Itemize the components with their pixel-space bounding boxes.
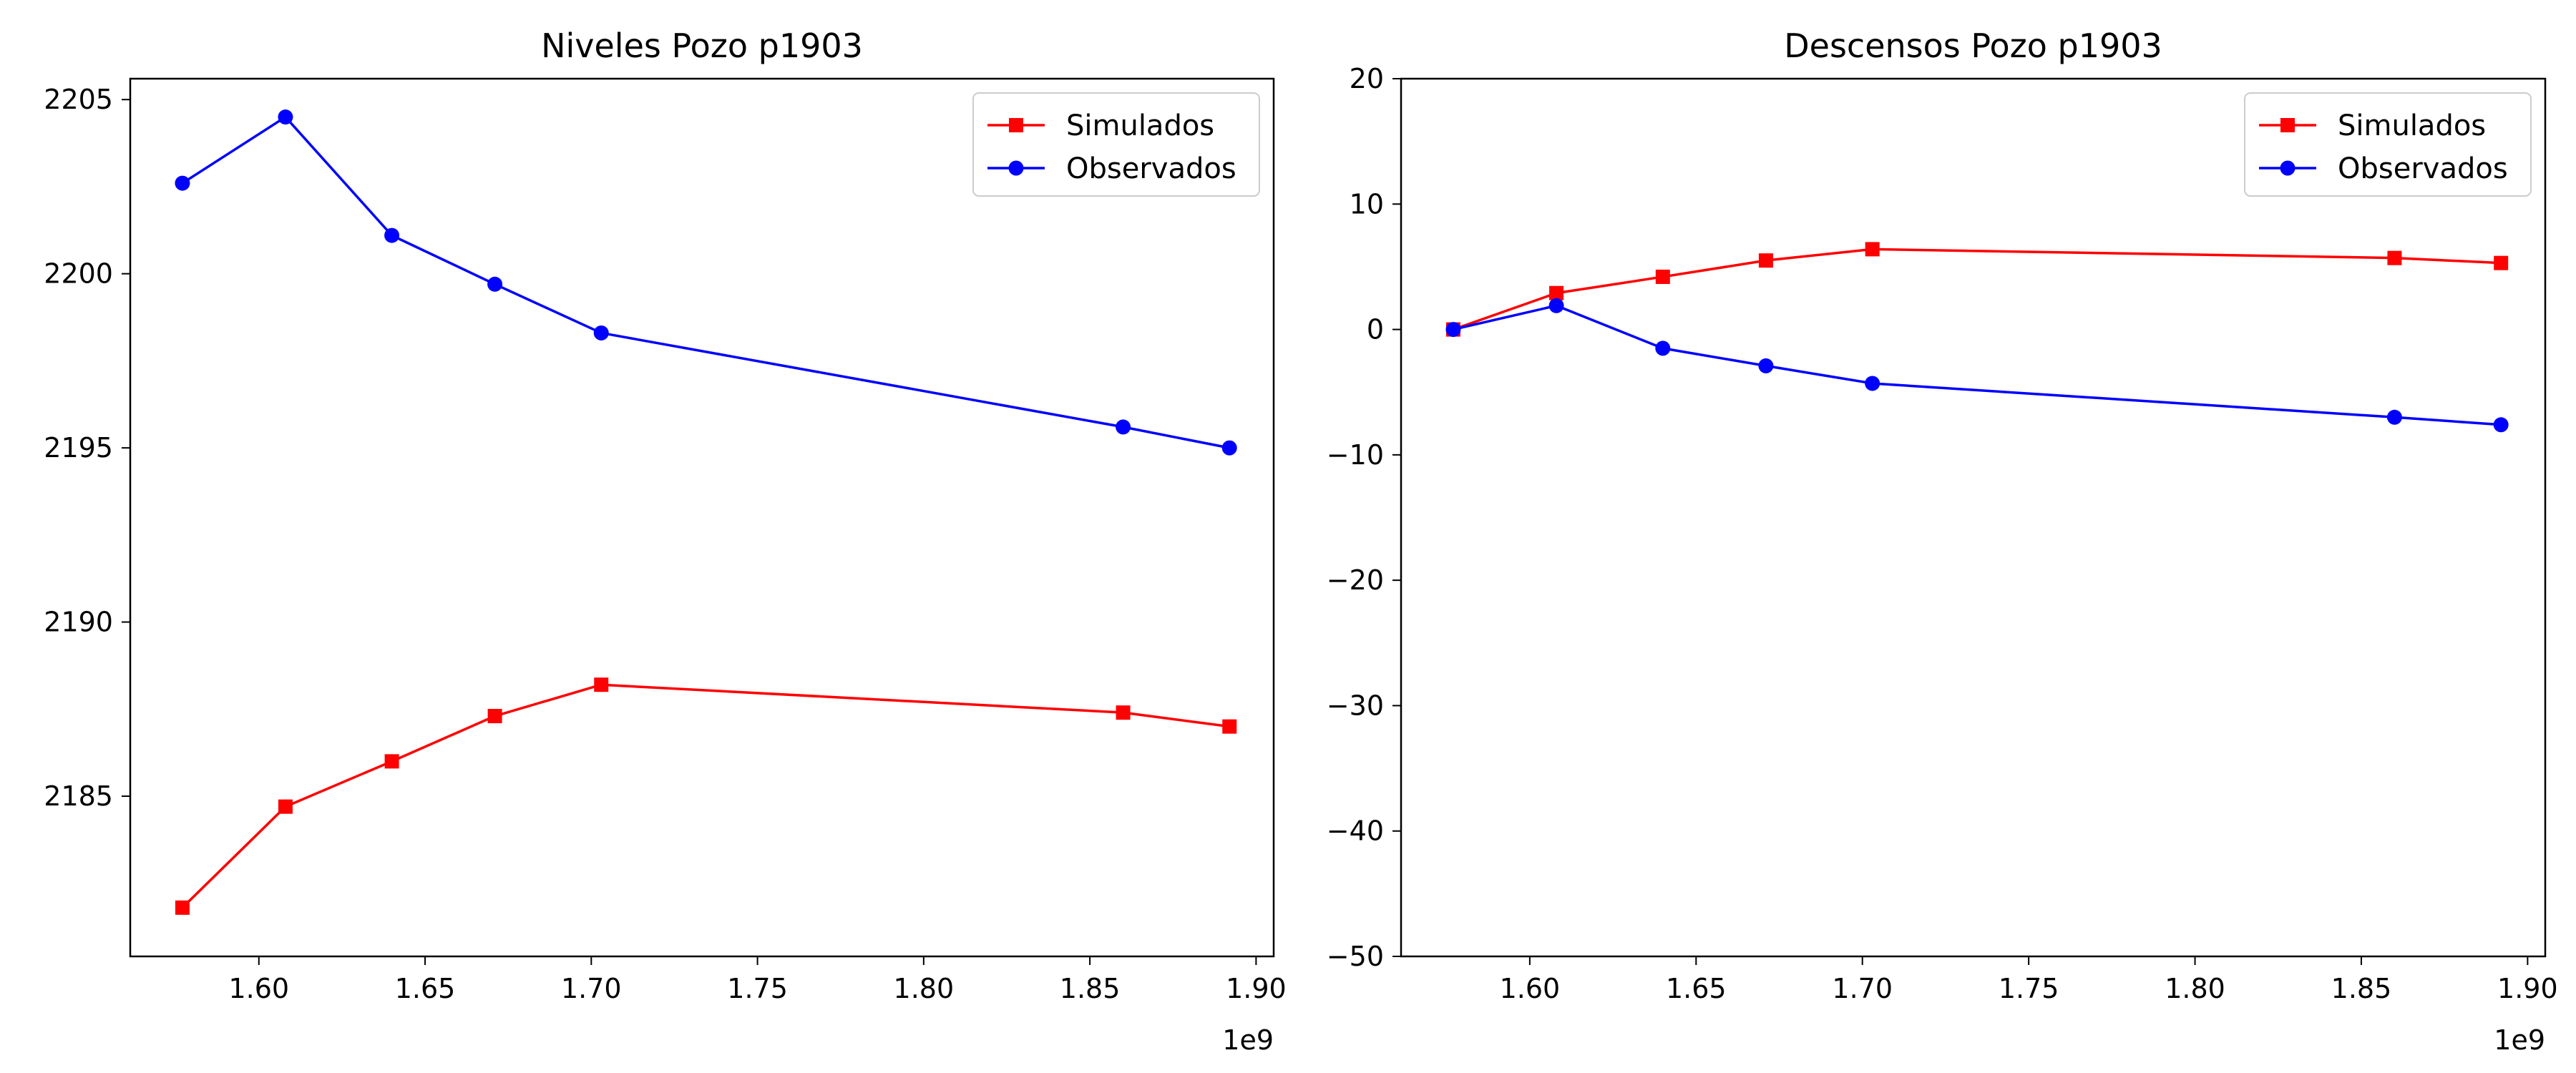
data-point-simulados (1116, 705, 1131, 720)
x-tick-label: 1.85 (1060, 973, 1121, 1004)
data-point-simulados (594, 677, 609, 692)
legend-marker-simulados (2280, 118, 2295, 132)
y-tick-label: 2185 (44, 780, 113, 812)
data-point-simulados (1758, 253, 1773, 268)
x-tick-label: 1.80 (894, 973, 955, 1004)
chart-title: Descensos Pozo p1903 (1784, 26, 2162, 65)
data-point-observados (1865, 376, 1880, 391)
legend-label: Simulados (2338, 109, 2486, 142)
legend-label: Simulados (1066, 109, 1214, 142)
x-tick-label: 1.65 (1666, 973, 1727, 1004)
data-point-observados (1116, 419, 1131, 435)
x-tick-label: 1.85 (2331, 973, 2392, 1004)
x-tick-label: 1.75 (1999, 973, 2059, 1004)
data-point-observados (1758, 358, 1774, 373)
data-point-simulados (175, 900, 190, 915)
y-tick-label: 2205 (44, 84, 113, 115)
legend (2244, 92, 2532, 197)
x-tick-label: 1.90 (2497, 973, 2558, 1004)
plot-area: 1.60 1.65 1.70 1.75 1.80 1.85 1.90 −50 −40 −30 −20… (1327, 63, 2558, 1004)
x-tick-label: 1.80 (2165, 973, 2225, 1004)
data-point-observados (2493, 417, 2509, 433)
chart-descensos: Descensos Pozo p1903 1e9 1.60 1.65 1.70 1.7… (1327, 26, 2558, 1056)
data-point-observados (175, 175, 190, 191)
legend-marker-observados (1008, 160, 1024, 176)
x-tick-label: 1.70 (561, 973, 622, 1004)
data-point-observados (1221, 440, 1237, 456)
data-point-simulados (2387, 250, 2402, 265)
x-tick-label: 1.90 (1226, 973, 1287, 1004)
y-tick-label: 0 (1367, 314, 1384, 346)
x-offset-label: 1e9 (1222, 1024, 1274, 1056)
data-point-simulados (1549, 285, 1564, 300)
data-point-observados (278, 109, 293, 125)
data-point-simulados (1222, 719, 1237, 734)
legend-label: Observados (2338, 152, 2508, 185)
y-tick-label: 10 (1350, 188, 1384, 220)
y-tick-label: −30 (1327, 690, 1384, 721)
data-point-simulados (278, 799, 293, 814)
y-tick-label: −10 (1327, 439, 1384, 471)
y-tick-label: 20 (1350, 63, 1384, 94)
y-tick-label: 2190 (44, 607, 113, 638)
data-point-observados (1445, 322, 1461, 338)
legend (972, 92, 1260, 197)
legend-marker-simulados (1009, 118, 1023, 132)
data-point-observados (487, 276, 503, 292)
data-point-observados (593, 325, 609, 340)
x-offset-label: 1e9 (2494, 1024, 2545, 1056)
chart-title: Niveles Pozo p1903 (541, 26, 863, 65)
data-point-simulados (1865, 242, 1880, 257)
y-tick-label: 2195 (44, 432, 113, 464)
chart-niveles: Niveles Pozo p1903 1e9 1.60 1.65 1.70 1.75 1… (44, 26, 1286, 1056)
data-point-simulados (1655, 269, 1670, 284)
y-tick-label: 2200 (44, 258, 113, 290)
data-point-observados (1655, 340, 1671, 356)
y-tick-label: −20 (1327, 564, 1384, 596)
x-tick-label: 1.60 (1500, 973, 1561, 1004)
axes-frame (129, 77, 1275, 958)
x-tick-label: 1.75 (727, 973, 788, 1004)
axes-frame (1400, 77, 2547, 958)
data-point-observados (2386, 409, 2402, 425)
y-tick-label: −40 (1327, 815, 1384, 847)
data-point-simulados (384, 754, 399, 769)
x-tick-label: 1.60 (228, 973, 289, 1004)
plot-area: 1.60 1.65 1.70 1.75 1.80 1.85 1.90 2185 2190 2195… (44, 77, 1287, 1004)
legend-label: Observados (1066, 152, 1236, 185)
x-tick-label: 1.70 (1832, 973, 1893, 1004)
y-tick-label: −50 (1327, 941, 1384, 972)
legend-marker-observados (2280, 160, 2296, 176)
data-point-observados (384, 227, 400, 243)
data-point-simulados (487, 709, 502, 724)
x-tick-label: 1.65 (395, 973, 456, 1004)
data-point-simulados (2494, 255, 2509, 270)
data-point-observados (1548, 298, 1564, 313)
